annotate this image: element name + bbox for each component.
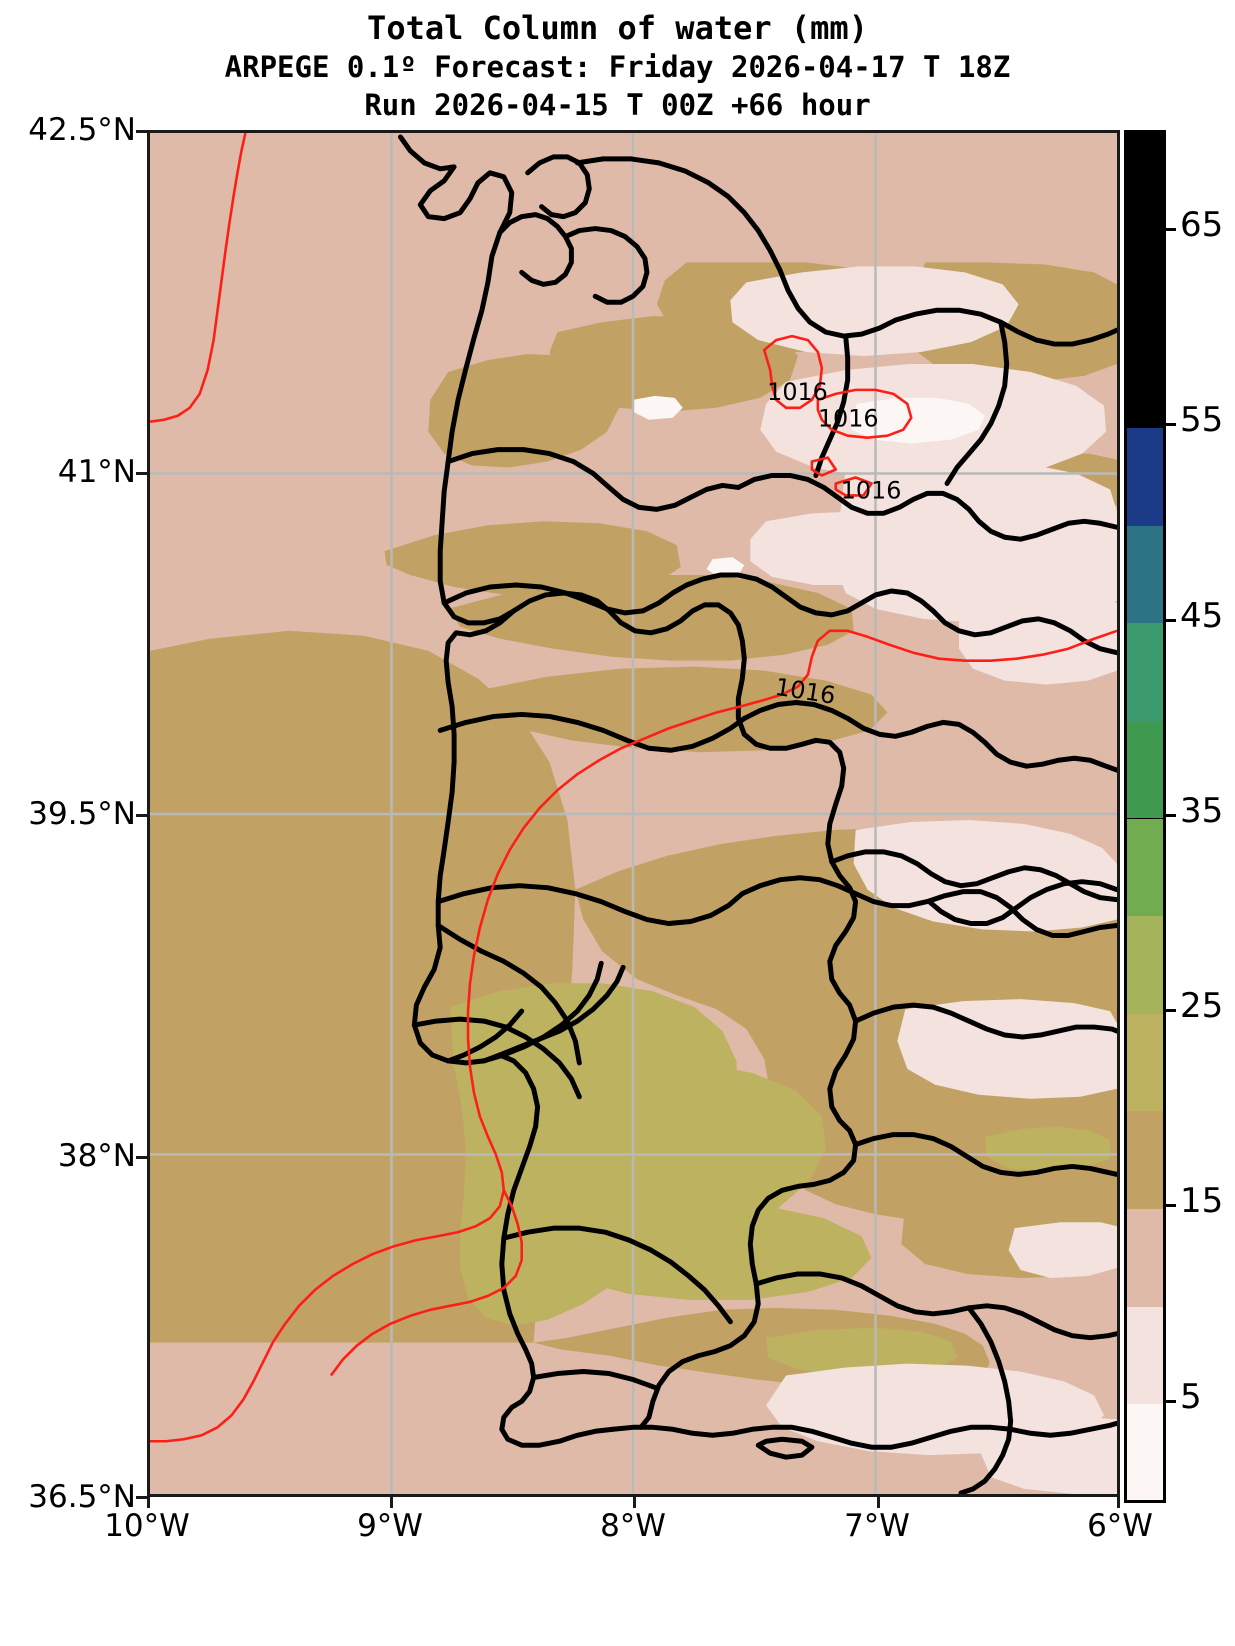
colorbar-segment-30-35 <box>1127 816 1163 917</box>
colorbar-tickmark <box>1163 423 1176 426</box>
colorbar-segment-55-60 <box>1127 328 1163 428</box>
chart-subtitle-forecast: ARPEGE 0.1º Forecast: Friday 2026-04-17 … <box>224 50 1011 84</box>
colorbar-tickmark <box>1163 1400 1176 1403</box>
map-plot-area[interactable]: 1016 1016 1016 1016 <box>147 130 1120 1497</box>
x-tickmark <box>1117 1497 1120 1508</box>
x-tick-label-7W: 7°W <box>844 1508 910 1544</box>
colorbar-segment-0-5 <box>1127 1402 1163 1500</box>
pressure-isobars <box>150 133 1117 1443</box>
colorbar-segment-65-70 <box>1127 133 1163 233</box>
chart-subtitle-run: Run 2026-04-15 T 00Z +66 hour <box>364 88 871 122</box>
colorbar-tick-label-65: 65 <box>1180 205 1224 245</box>
colorbar-tickmark <box>1163 1204 1176 1207</box>
field-band-0-5 <box>633 395 985 578</box>
x-tickmark <box>877 1497 880 1508</box>
colorbar-tickmark <box>1163 1009 1176 1012</box>
colorbar-segment-50-55 <box>1127 425 1163 526</box>
y-tick-label-41N: 41°N <box>57 454 136 490</box>
y-tickmark <box>136 1496 147 1499</box>
y-tick-label-39-5N: 39.5°N <box>28 796 136 832</box>
colorbar-segment-40-45 <box>1127 621 1163 721</box>
y-tickmark <box>136 814 147 817</box>
y-tickmark <box>136 1156 147 1159</box>
colorbar-segment-5-10 <box>1127 1304 1163 1405</box>
colorbar-tickmark <box>1163 814 1176 817</box>
x-tickmark <box>390 1497 393 1508</box>
isobar-label-1016: 1016 <box>841 476 902 504</box>
coastline-and-borders <box>397 134 1117 1494</box>
y-tick-label-42-5N: 42.5°N <box>28 112 136 148</box>
colorbar-segment-20-25 <box>1127 1011 1163 1112</box>
colorbar-segment-60-65 <box>1127 230 1163 331</box>
weather-map-svg: 1016 1016 1016 1016 <box>150 133 1117 1494</box>
colorbar-segment-35-40 <box>1127 718 1163 819</box>
colorbar-tick-label-15: 15 <box>1180 1181 1224 1221</box>
colorbar-tick-label-5: 5 <box>1180 1377 1202 1417</box>
colorbar-tick-label-25: 25 <box>1180 986 1224 1026</box>
colorbar[interactable] <box>1124 130 1166 1503</box>
colorbar-segment-45-50 <box>1127 523 1163 624</box>
colorbar-tick-label-55: 55 <box>1180 400 1224 440</box>
colorbar-tick-label-35: 35 <box>1180 791 1224 831</box>
x-tickmark <box>147 1497 150 1508</box>
isobar-label-1016: 1016 <box>767 378 828 406</box>
y-tickmark <box>136 130 147 133</box>
x-tickmark <box>633 1497 636 1508</box>
y-tick-label-38N: 38°N <box>57 1138 136 1174</box>
colorbar-tickmark <box>1163 619 1176 622</box>
y-tick-label-36-5N: 36.5°N <box>28 1479 136 1515</box>
colorbar-tickmark <box>1163 228 1176 231</box>
isobar-label-group: 1016 1016 1016 1016 <box>767 378 901 710</box>
colorbar-segment-15-20 <box>1127 1109 1163 1210</box>
colorbar-segment-25-30 <box>1127 914 1163 1014</box>
isobar-label-1016: 1016 <box>818 405 879 433</box>
x-tick-label-9W: 9°W <box>357 1508 423 1544</box>
colorbar-tick-label-45: 45 <box>1180 596 1224 636</box>
chart-title-block: Total Column of water (mm) ARPEGE 0.1º F… <box>0 0 1235 124</box>
page-title: Total Column of water (mm) <box>367 9 868 47</box>
x-tick-label-8W: 8°W <box>600 1508 666 1544</box>
x-tick-label-10W: 10°W <box>104 1508 190 1544</box>
field-band-5-10 <box>730 266 1117 1494</box>
x-tick-label-6W: 6°W <box>1087 1508 1153 1544</box>
y-tickmark <box>136 472 147 475</box>
colorbar-segment-10-15 <box>1127 1207 1163 1307</box>
